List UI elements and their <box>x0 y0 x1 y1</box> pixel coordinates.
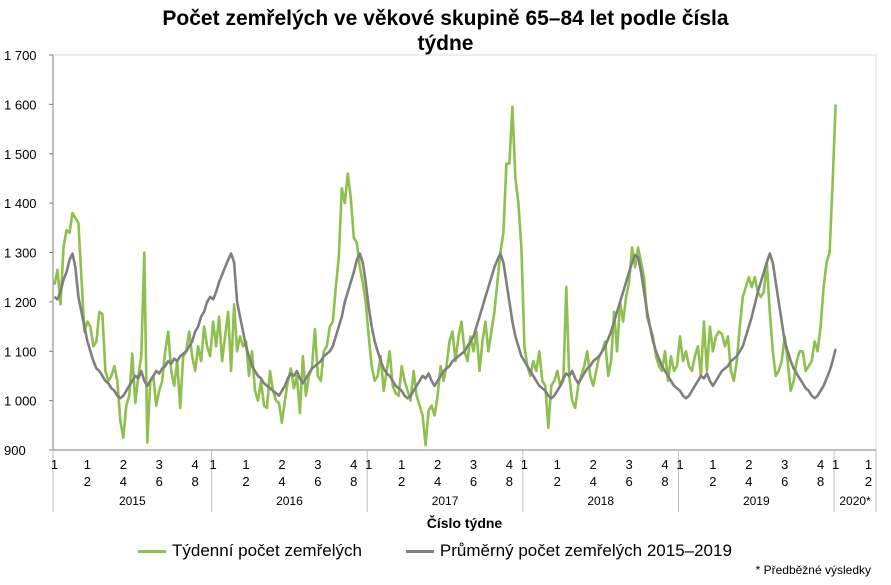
x-week-label: 2 <box>278 457 285 472</box>
x-week-label: 2 <box>709 474 716 489</box>
x-week-label: 1 <box>209 457 216 472</box>
series-line-average <box>53 252 837 400</box>
x-year-label: 2017 <box>432 494 459 508</box>
x-week-label: 4 <box>192 457 199 472</box>
x-week-label: 2 <box>745 457 752 472</box>
chart-title-line1: Počet zemřelých ve věkové skupině 65–84 … <box>162 7 729 30</box>
plot-area <box>52 54 877 451</box>
x-week-label: 2 <box>590 457 597 472</box>
x-week-label: 3 <box>156 457 163 472</box>
x-week-label: 1 <box>865 457 872 472</box>
y-tick-label: 900 <box>4 443 26 458</box>
legend-label-weekly: Týdenní počet zemřelých <box>172 541 362 560</box>
x-week-label: 3 <box>781 457 788 472</box>
x-week-label: 3 <box>314 457 321 472</box>
x-year-label: 2020* <box>839 494 871 508</box>
x-week-label: 3 <box>625 457 632 472</box>
x-year-label: 2018 <box>587 494 614 508</box>
x-week-label: 8 <box>192 474 199 489</box>
legend-item-average: Průměrný počet zemřelých 2015–2019 <box>405 541 732 561</box>
y-tick-label: 1 300 <box>4 246 37 261</box>
legend-swatch-weekly <box>138 549 166 553</box>
legend-label-average: Průměrný počet zemřelých 2015–2019 <box>439 541 732 560</box>
x-week-label: 1 <box>242 457 249 472</box>
x-week-label: 8 <box>506 474 513 489</box>
x-week-label: 1 <box>365 457 372 472</box>
y-tick-label: 1 000 <box>4 394 37 409</box>
y-tick-label: 1 100 <box>4 344 37 359</box>
x-week-label: 6 <box>470 474 477 489</box>
x-week-label: 6 <box>625 474 632 489</box>
series-line-weekly <box>53 104 837 447</box>
y-tick-label: 1 400 <box>4 196 37 211</box>
x-week-label: 4 <box>817 457 824 472</box>
x-week-label: 4 <box>590 474 597 489</box>
x-week-label: 8 <box>661 474 668 489</box>
chart-title: Počet zemřelých ve věkové skupině 65–84 … <box>0 6 891 56</box>
x-week-label: 4 <box>745 474 752 489</box>
x-week-label: 1 <box>521 457 528 472</box>
x-year-label: 2016 <box>276 494 303 508</box>
legend-swatch-average <box>405 549 434 553</box>
x-week-label: 4 <box>120 474 127 489</box>
x-year-label: 2015 <box>119 494 146 508</box>
x-week-label: 4 <box>661 457 668 472</box>
x-week-label: 6 <box>156 474 163 489</box>
x-week-label: 1 <box>709 457 716 472</box>
x-week-label: 2 <box>84 474 91 489</box>
x-week-label: 1 <box>51 457 58 472</box>
x-week-label: 6 <box>314 474 321 489</box>
footnote: * Předběžné výsledky <box>755 563 871 577</box>
x-week-label: 4 <box>506 457 513 472</box>
chart-legend: Týdenní počet zemřelých Průměrný počet z… <box>138 541 776 561</box>
x-week-label: 2 <box>865 474 872 489</box>
x-week-label: 6 <box>781 474 788 489</box>
x-week-label: 8 <box>350 474 357 489</box>
x-week-label: 2 <box>554 474 561 489</box>
x-week-label: 2 <box>120 457 127 472</box>
chart-title-line2: týdne <box>417 32 474 55</box>
x-week-label: 1 <box>398 457 405 472</box>
x-week-label: 8 <box>817 474 824 489</box>
x-week-label: 4 <box>434 474 441 489</box>
x-week-label: 1 <box>84 457 91 472</box>
x-year-label: 2019 <box>743 494 770 508</box>
x-week-label: 4 <box>350 457 357 472</box>
x-week-label: 2 <box>242 474 249 489</box>
x-axis-title: Číslo týdne <box>427 514 503 531</box>
x-week-label: 2 <box>398 474 405 489</box>
y-tick-label: 1 600 <box>4 97 37 112</box>
x-week-label: 1 <box>676 457 683 472</box>
y-tick-label: 1 700 <box>4 48 37 63</box>
x-week-label: 2 <box>434 457 441 472</box>
x-week-label: 1 <box>832 457 839 472</box>
x-week-label: 3 <box>470 457 477 472</box>
y-tick-label: 1 500 <box>4 147 37 162</box>
x-week-label: 1 <box>554 457 561 472</box>
x-week-label: 4 <box>278 474 285 489</box>
y-tick-label: 1 200 <box>4 295 37 310</box>
legend-item-weekly: Týdenní počet zemřelých <box>138 541 362 561</box>
